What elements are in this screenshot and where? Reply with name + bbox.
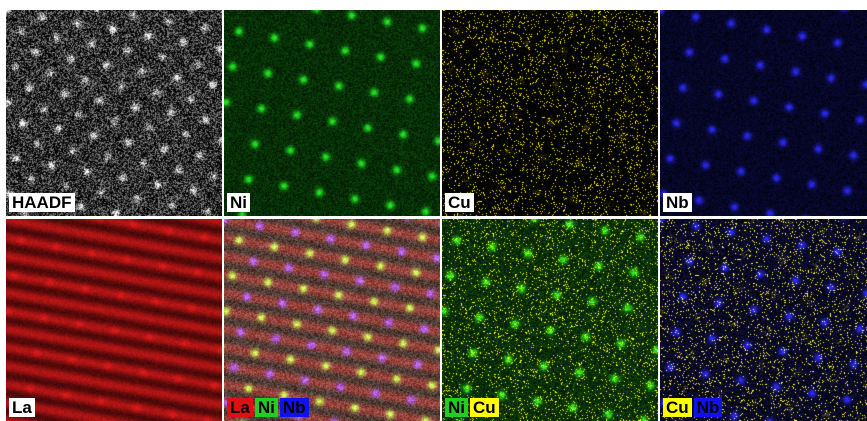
eds-map-image [224,219,440,421]
panel-la: La [6,219,222,421]
panel-label-group: Cu Nb [663,398,723,417]
element-label: Cu [445,193,474,212]
element-label: HAADF [9,193,75,212]
panel-label-group: Nb [663,193,692,212]
eds-map-image [6,10,222,216]
panel-nb: Nb [660,10,867,216]
eds-map-image [224,10,440,216]
panel-ni-cu: Ni Cu [442,219,658,421]
panel-label-group: La Ni Nb [227,398,309,417]
panel-haadf: HAADF [6,10,222,216]
panel-label-group: Ni [227,193,250,212]
element-label: La [227,398,253,417]
panel-la-ni-nb: La Ni Nb [224,219,440,421]
element-label: Nb [693,398,723,417]
panel-label-group: Cu [445,193,474,212]
panel-label-group: La [9,398,35,417]
panel-ni: Ni [224,10,440,216]
element-label: La [9,398,35,417]
panel-cu-nb: Cu Nb [660,219,867,421]
element-label: Cu [663,398,692,417]
eds-map-image [442,10,658,216]
element-label: Ni [445,398,468,417]
element-label: Nb [663,193,692,212]
eds-map-image [660,10,867,216]
element-label: Cu [470,398,499,417]
panel-label-group: Ni Cu [445,398,499,417]
panel-label-group: HAADF [9,193,75,212]
element-label: Nb [279,398,309,417]
element-label: Ni [254,398,278,417]
eds-map-image [442,219,658,421]
panel-cu: Cu [442,10,658,216]
element-label: Ni [227,193,250,212]
eds-map-image [6,219,222,421]
eds-map-image [660,219,867,421]
